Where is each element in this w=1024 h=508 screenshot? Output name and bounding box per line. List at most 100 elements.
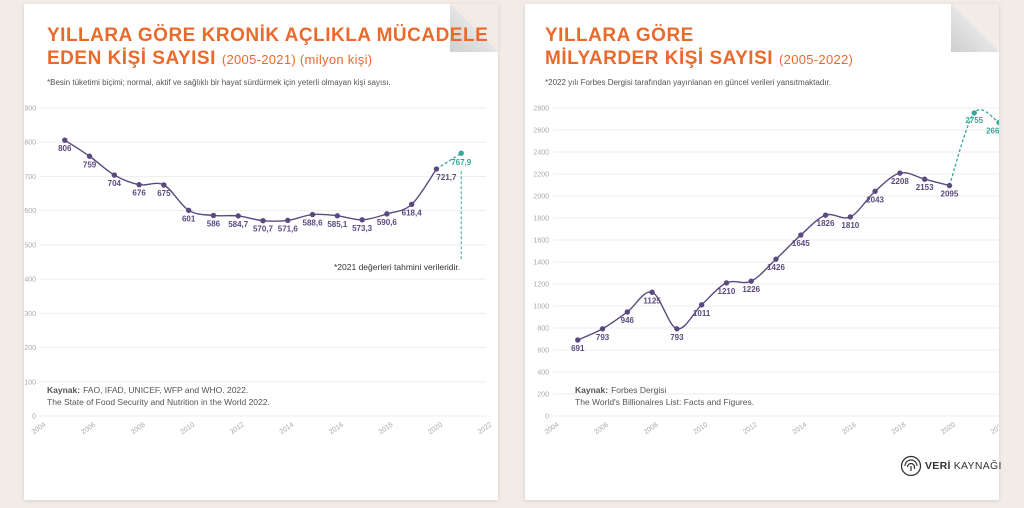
y-tick-label: 2400 (533, 150, 549, 157)
data-label: 586 (207, 219, 221, 228)
data-point (210, 212, 217, 219)
page-curl-decoration (450, 4, 498, 52)
data-label: 2208 (891, 177, 909, 186)
data-point (872, 188, 878, 194)
data-label: 1426 (767, 263, 785, 272)
data-label: 1810 (841, 221, 859, 230)
data-point (458, 150, 464, 156)
x-tick-label: 2008 (643, 421, 660, 436)
source-line2: The State of Food Security and Nutrition… (47, 397, 270, 407)
x-tick-label: 2020 (940, 421, 957, 436)
data-label: 946 (621, 316, 635, 325)
y-tick-label: 0 (32, 414, 36, 421)
y-tick-label: 400 (24, 277, 36, 284)
chart-title-bold: EDEN KİŞİ SAYISI (47, 48, 216, 69)
x-tick-label: 2004 (544, 421, 561, 436)
page-curl-decoration (951, 4, 999, 52)
x-tick-label: 2018 (891, 421, 908, 436)
chart-footnote: *Besin tüketimi biçimi; normal, aktif ve… (47, 78, 391, 87)
y-tick-label: 400 (537, 370, 549, 377)
data-label: 793 (596, 333, 610, 342)
data-point (996, 119, 999, 126)
data-label: 2153 (916, 183, 934, 192)
y-tick-label: 500 (24, 242, 36, 249)
data-point (285, 217, 291, 224)
data-label: 793 (670, 333, 684, 342)
x-tick-label: 2018 (378, 421, 395, 436)
y-tick-label: 1800 (533, 216, 549, 223)
data-point (260, 217, 266, 224)
data-point (822, 212, 829, 218)
data-point (136, 181, 142, 188)
x-tick-label: 2010 (179, 421, 196, 436)
data-point (334, 213, 341, 219)
data-point (384, 211, 390, 217)
y-tick-label: 1400 (533, 260, 549, 267)
data-label: 1226 (742, 285, 760, 294)
data-point (847, 214, 854, 220)
source-line1: Kaynak: Forbes Dergisi (575, 385, 666, 395)
data-point (359, 217, 365, 223)
billionaire-chart-card: YILLARA GÖRE MİLYARDER KİŞİ SAYISI (2005-… (525, 4, 1002, 500)
y-tick-label: 1200 (533, 282, 549, 289)
y-tick-label: 700 (24, 174, 36, 181)
y-tick-label: 600 (537, 348, 549, 355)
data-label: 2043 (866, 195, 884, 204)
y-tick-label: 0 (545, 414, 549, 421)
chart-footnote: *2022 yılı Forbes Dergisi tarafından yay… (545, 78, 831, 87)
data-point (433, 166, 440, 172)
grid-lines: 0 200 400 600 800 1000 1200 1400 1600 1800 2000 220… (533, 106, 999, 436)
x-tick-label: 2012 (742, 421, 759, 436)
data-label: 721,7 (436, 173, 457, 182)
data-point (897, 170, 903, 176)
y-tick-label: 200 (537, 392, 549, 399)
x-tick-label: 2012 (229, 421, 246, 436)
data-label: 601 (182, 214, 196, 223)
x-tick-label: 2006 (80, 421, 97, 436)
chart-title-line2: EDEN KİŞİ SAYISI (2005-2021) (milyon kişi… (47, 48, 372, 69)
data-point (773, 256, 779, 262)
data-label: 1011 (693, 309, 711, 318)
x-tick-label: 2020 (427, 421, 444, 436)
y-tick-label: 1000 (533, 304, 549, 311)
data-label: 676 (132, 189, 146, 198)
data-label: 1826 (817, 219, 835, 228)
data-label: 806 (58, 144, 72, 153)
source-line2: The World's Billionaires List: Facts and… (575, 397, 754, 407)
source-line1: Kaynak: FAO, IFAD, UNICEF, WFP and WHO. 2… (47, 385, 248, 395)
chart-title-rest: (2005-2022) (779, 52, 853, 67)
plot-area: 691 793 946 1125 793 1011 1210 1226 1426 1645 1826… (571, 109, 999, 353)
x-tick-label: 2010 (692, 421, 709, 436)
veri-kaynagi-logo: VERİ KAYNAĞI (900, 455, 1002, 477)
y-tick-label: 600 (24, 208, 36, 215)
source-text: FAO, IFAD, UNICEF, WFP and WHO. 2022. (83, 385, 248, 395)
y-tick-label: 300 (24, 311, 36, 318)
data-label: 2095 (941, 190, 959, 199)
data-point (161, 182, 167, 188)
data-label: 570,7 (253, 225, 274, 234)
chart-title-bold: MİLYARDER KİŞİ SAYISI (545, 48, 773, 69)
y-tick-label: 1600 (533, 238, 549, 245)
chart-title-line1: YILLARA GÖRE (545, 25, 694, 46)
logo-text-bold: VERİ (925, 460, 951, 472)
data-label: 571,6 (278, 224, 299, 233)
x-tick-label: 2022 (477, 421, 494, 436)
plot-area: 806 759 704 676 675 601 586 584,7 570,7 571,6 588,… (58, 137, 472, 259)
data-label: 618,4 (402, 208, 423, 217)
data-label: 675 (157, 189, 171, 198)
x-tick-label: 2014 (792, 421, 809, 436)
x-tick-label: 2016 (328, 421, 345, 436)
data-point (185, 207, 192, 214)
data-point (748, 278, 754, 284)
source-label: Kaynak: (575, 385, 608, 395)
data-label: 584,7 (228, 220, 249, 229)
data-label: 1645 (792, 239, 810, 248)
data-point (235, 213, 241, 219)
data-label: 704 (108, 179, 122, 188)
x-tick-label: 2016 (841, 421, 858, 436)
data-label: 588,6 (303, 219, 324, 228)
x-tick-label: 2008 (130, 421, 147, 436)
y-tick-label: 800 (24, 140, 36, 147)
y-tick-label: 900 (24, 106, 36, 113)
data-point (309, 211, 316, 218)
